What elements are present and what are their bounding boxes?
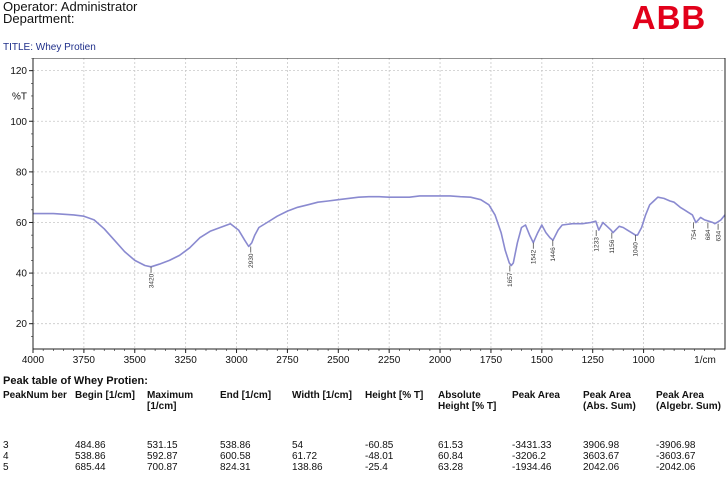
col-height: Height [% T] (365, 390, 424, 401)
table-cell: -1934.46 (512, 462, 552, 473)
table-cell: 538.86 (75, 451, 106, 462)
peak-label: 1156 (609, 239, 616, 253)
table-cell: 531.15 (147, 440, 178, 451)
peak-label: 1657 (507, 272, 514, 287)
chart-title: TITLE: Whey Protien (3, 42, 96, 53)
table-cell: -3906.98 (656, 440, 696, 451)
peak-label: 1233 (594, 237, 601, 252)
table-row: 4 538.86 592.87 600.58 61.72 -48.01 60.84 -3206… (3, 451, 726, 462)
table-cell: 824.31 (220, 462, 251, 473)
col-maximum: Maximum [1/cm] (147, 390, 194, 412)
peak-table-header: PeakNum ber Begin [1/cm] Maximum [1/cm] … (3, 390, 726, 434)
table-cell: 138.86 (292, 462, 323, 473)
table-cell: 484.86 (75, 440, 106, 451)
table-cell: 600.58 (220, 451, 251, 462)
col-peak-area-abs: Peak Area (Abs. Sum) (583, 390, 636, 412)
x-tick-label: 2500 (327, 355, 350, 366)
operator-label: Operator: Administrator (3, 0, 138, 14)
x-tick-label: 3250 (175, 355, 198, 366)
abb-logo: ABB (632, 2, 707, 32)
x-tick-label: 1750 (480, 355, 503, 366)
table-cell: -3603.67 (656, 451, 696, 462)
col-end: End [1/cm] (220, 390, 272, 401)
x-tick-label: 1500 (531, 355, 554, 366)
y-tick-label: 40 (16, 269, 28, 280)
x-tick-label: 3750 (73, 355, 96, 366)
table-cell: -3206.2 (512, 451, 546, 462)
peak-label: 1040 (633, 242, 640, 257)
y-tick-label: 20 (16, 319, 28, 330)
table-cell: 60.84 (438, 451, 464, 462)
table-cell: 61.53 (438, 440, 464, 451)
x-tick-label: 2250 (378, 355, 401, 366)
col-width: Width [1/cm] (292, 390, 352, 401)
peak-label: 2930 (248, 253, 255, 268)
col-peak-area-algebr: Peak Area (Algebr. Sum) (656, 390, 722, 412)
spectrum-line (33, 195, 726, 268)
x-tick-label: 1/cm (694, 355, 716, 366)
table-cell: 4 (3, 451, 9, 462)
y-tick-label: 80 (16, 167, 28, 178)
table-cell: 5 (3, 462, 9, 473)
table-row: 3 484.86 531.15 538.86 54 -60.85 61.53 -3431.33… (3, 440, 726, 451)
peak-label: 3420 (148, 273, 155, 288)
x-tick-label: 1250 (582, 355, 605, 366)
x-tick-label: 2000 (429, 355, 452, 366)
plot-frame (32, 58, 726, 350)
department-label: Department: (3, 11, 75, 26)
table-cell: -3431.33 (512, 440, 552, 451)
table-cell: 538.86 (220, 440, 251, 451)
col-peak-area: Peak Area (512, 390, 560, 401)
table-cell: -60.85 (365, 440, 394, 451)
table-cell: 61.72 (292, 451, 318, 462)
table-cell: -25.4 (365, 462, 388, 473)
y-tick-label: 120 (10, 66, 27, 77)
col-absolute-height: Absolute Height [% T] (438, 390, 497, 412)
peak-label: 1446 (550, 247, 557, 262)
table-cell: 685.44 (75, 462, 106, 473)
ir-spectrum-chart: 4000 3750 3500 3250 3000 2750 2500 2250 2000 1750… (10, 58, 726, 366)
table-cell: 2042.06 (583, 462, 620, 473)
y-tick-label: 60 (16, 218, 28, 229)
peak-label: 684 (705, 229, 712, 240)
table-cell: 63.28 (438, 462, 464, 473)
y-axis-label: %T (12, 91, 27, 102)
x-tick-label: 2750 (276, 355, 299, 366)
peak-label: 1542 (531, 249, 538, 264)
peak-table: PeakNum ber Begin [1/cm] Maximum [1/cm] … (3, 390, 726, 473)
table-cell: 54 (292, 440, 304, 451)
x-tick-label: 1000 (632, 355, 655, 366)
y-tick-label: 100 (10, 117, 27, 128)
svg-text:ABB: ABB (632, 2, 707, 32)
table-cell: 3 (3, 440, 9, 451)
x-tick-label: 3500 (124, 355, 147, 366)
peak-table-title: Peak table of Whey Protien: (3, 375, 148, 387)
table-cell: 592.87 (147, 451, 178, 462)
x-tick-label: 4000 (22, 355, 45, 366)
x-tick-label: 3000 (225, 355, 248, 366)
table-cell: -48.01 (365, 451, 394, 462)
table-cell: 700.87 (147, 462, 178, 473)
table-row: 5 685.44 700.87 824.31 138.86 -25.4 63.28 -1934… (3, 462, 726, 473)
table-cell: 3603.67 (583, 451, 620, 462)
peak-label: 754 (691, 229, 698, 240)
col-begin: Begin [1/cm] (75, 390, 136, 401)
table-cell: 3906.98 (583, 440, 620, 451)
peak-label: 634 (715, 230, 722, 241)
col-peak-number: PeakNum ber (3, 390, 67, 401)
table-cell: -2042.06 (656, 462, 696, 473)
